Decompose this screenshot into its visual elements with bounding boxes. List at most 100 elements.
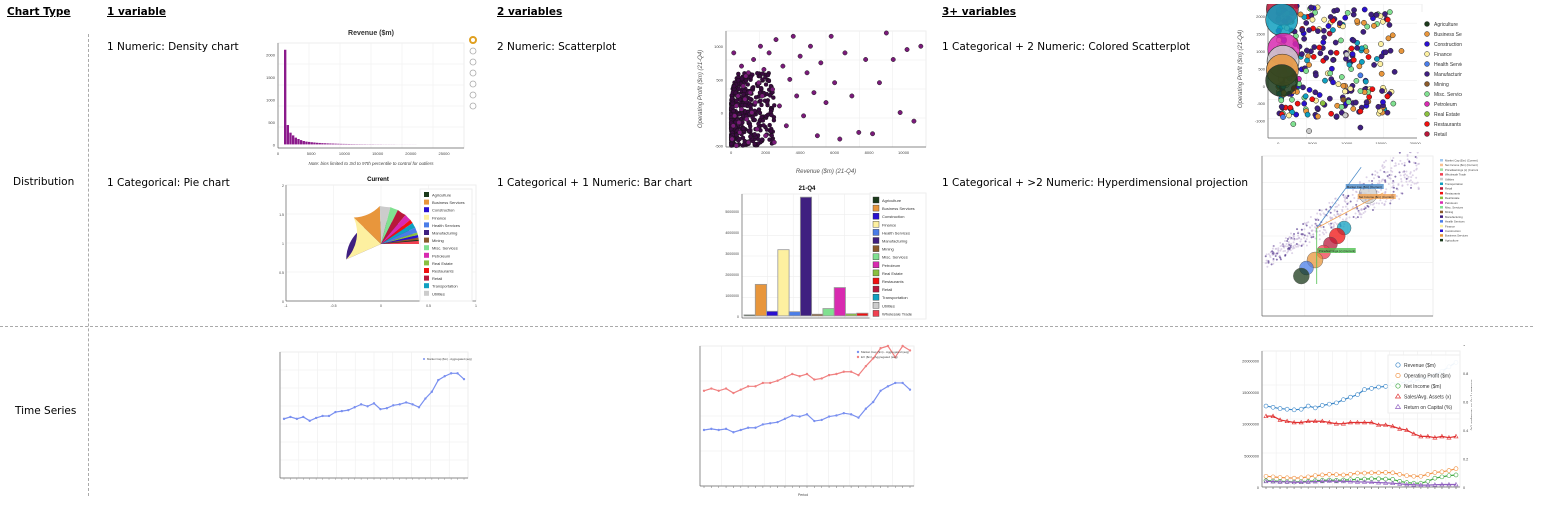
scatter-point bbox=[1351, 7, 1356, 12]
legend-swatch bbox=[1440, 159, 1443, 162]
projection-point bbox=[1298, 244, 1300, 246]
projection-point bbox=[1329, 225, 1331, 227]
projection-point bbox=[1415, 162, 1417, 164]
projection-point bbox=[1288, 249, 1290, 251]
scatter-point bbox=[794, 94, 798, 98]
scatter-point bbox=[739, 64, 743, 68]
series-marker bbox=[821, 419, 823, 421]
projection-point bbox=[1292, 245, 1294, 247]
projection-point bbox=[1299, 240, 1301, 242]
projection-point bbox=[1360, 209, 1362, 211]
series-marker bbox=[791, 373, 793, 375]
series-marker bbox=[302, 416, 304, 418]
legend-marker bbox=[1425, 72, 1430, 77]
projection-point bbox=[1413, 183, 1415, 185]
projection-point bbox=[1275, 254, 1277, 256]
projection-point bbox=[1287, 238, 1289, 240]
projection-point bbox=[1396, 195, 1398, 197]
projection-point bbox=[1378, 203, 1380, 205]
legend-swatch bbox=[1440, 197, 1443, 200]
y2-tick-label: 0 bbox=[1463, 486, 1465, 490]
scatter-point bbox=[1369, 12, 1374, 17]
legend-label: Operating Profit ($m) bbox=[1404, 374, 1451, 380]
projection-point bbox=[1268, 260, 1270, 262]
scatter-point bbox=[1322, 78, 1327, 83]
projection-point bbox=[1300, 238, 1302, 240]
projection-point bbox=[1345, 206, 1347, 208]
legend-label: Petroleum bbox=[1434, 102, 1457, 108]
series-marker bbox=[1299, 407, 1303, 411]
series-marker bbox=[902, 345, 904, 347]
legend-swatch bbox=[1440, 215, 1443, 218]
series-marker bbox=[1363, 388, 1367, 392]
scatter-point bbox=[753, 100, 757, 104]
scatter-point bbox=[1379, 88, 1384, 93]
series-marker bbox=[880, 390, 882, 392]
scatter-point bbox=[1317, 45, 1322, 50]
legend-swatch bbox=[424, 245, 429, 250]
scatter-point bbox=[732, 114, 736, 118]
series-marker bbox=[887, 345, 889, 347]
series-marker bbox=[1384, 470, 1388, 474]
projection-point bbox=[1389, 177, 1391, 179]
projection-point bbox=[1383, 171, 1385, 173]
series-marker bbox=[412, 403, 414, 405]
cell-density: 1 Numeric: Density chart bbox=[107, 41, 239, 53]
projection-point bbox=[1405, 181, 1407, 183]
row-label-time-series: Time Series bbox=[15, 405, 76, 417]
projection-point bbox=[1306, 238, 1308, 240]
scatter-point bbox=[1305, 112, 1310, 117]
legend-label: Mining bbox=[432, 238, 444, 243]
legend-label: Construction bbox=[432, 208, 454, 213]
series-marker bbox=[784, 376, 786, 378]
legend-label: Restaurants bbox=[1445, 191, 1461, 195]
legend-label: Misc. Services bbox=[1445, 206, 1464, 210]
projection-point bbox=[1268, 253, 1270, 255]
legend-swatch bbox=[1440, 164, 1443, 167]
scatter-point bbox=[732, 109, 736, 113]
scatter-point bbox=[1342, 89, 1347, 94]
projection-point bbox=[1411, 181, 1413, 183]
projection-point bbox=[1292, 234, 1294, 236]
legend-marker bbox=[1425, 22, 1430, 27]
x-tick-label: 4000 bbox=[796, 150, 806, 155]
legend-swatch bbox=[1440, 201, 1443, 204]
legend-marker bbox=[1425, 62, 1430, 67]
projection-point bbox=[1301, 245, 1303, 247]
projection-point bbox=[1342, 219, 1344, 221]
histogram-bar bbox=[292, 135, 294, 144]
projection-point bbox=[1312, 236, 1314, 238]
projection-point bbox=[1383, 204, 1385, 206]
projection-point bbox=[1342, 194, 1344, 196]
series-marker bbox=[1440, 475, 1444, 479]
x-tick-label: 25000 bbox=[439, 151, 451, 156]
scatter-point bbox=[754, 95, 758, 99]
density-chart: Revenue ($m)05001000150020000 5000 10000 15… bbox=[258, 25, 480, 170]
series-marker bbox=[769, 422, 771, 424]
legend-swatch bbox=[873, 213, 879, 219]
cell-colored-scatter: 1 Categorical + 2 Numeric: Colored Scatt… bbox=[942, 41, 1190, 53]
scatter-point bbox=[770, 87, 774, 91]
projection-point bbox=[1385, 160, 1387, 162]
series-marker bbox=[858, 374, 860, 376]
scatter-point bbox=[747, 129, 751, 133]
histogram-bar bbox=[324, 143, 326, 144]
projection-point bbox=[1364, 206, 1366, 208]
header-2-variables: 2 variables bbox=[497, 6, 562, 18]
projection-point bbox=[1265, 255, 1267, 257]
scatter-point bbox=[751, 115, 755, 119]
series-marker bbox=[784, 418, 786, 420]
legend-swatch bbox=[424, 283, 429, 288]
series-marker bbox=[1433, 470, 1437, 474]
projection-point bbox=[1331, 202, 1333, 204]
legend-swatch bbox=[873, 205, 879, 211]
scatter-point bbox=[1339, 104, 1344, 109]
scatter-point bbox=[737, 112, 741, 116]
y-tick-label: 1500 bbox=[1256, 32, 1266, 37]
projection-point bbox=[1356, 200, 1358, 202]
scatter-point bbox=[749, 75, 753, 79]
legend-swatch bbox=[424, 276, 429, 281]
projection-point bbox=[1384, 191, 1386, 193]
series-marker bbox=[1292, 476, 1296, 480]
projection-point bbox=[1306, 225, 1308, 227]
